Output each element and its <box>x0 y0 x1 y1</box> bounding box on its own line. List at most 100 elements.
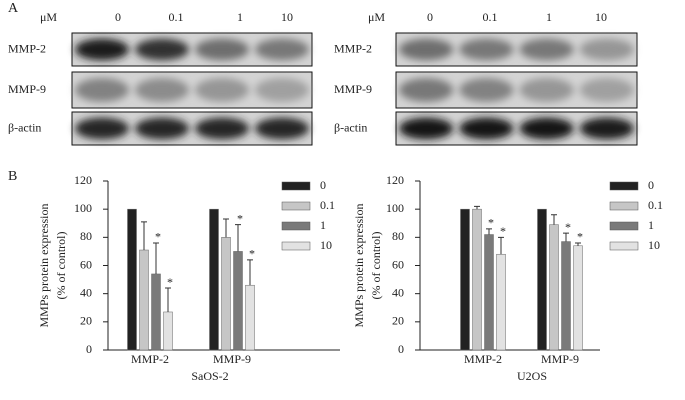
dose-label: 0.1 <box>169 10 184 24</box>
row-label: β-actin <box>334 120 367 134</box>
bar <box>209 208 219 351</box>
significance-mark: * <box>155 230 161 244</box>
significance-mark: * <box>249 247 255 261</box>
bar <box>139 249 149 351</box>
row-label: MMP-9 <box>8 82 46 96</box>
y-tick-label: 60 <box>392 257 404 271</box>
error-bar <box>563 232 569 242</box>
error-bar <box>165 287 171 312</box>
blot-band <box>579 117 634 140</box>
panel-label: A <box>8 1 19 16</box>
blot-bands <box>75 78 309 102</box>
blot-band <box>399 117 454 140</box>
y-tick-label: 80 <box>392 229 404 243</box>
blot-band <box>135 38 189 61</box>
error-bar <box>498 236 504 255</box>
y-tick-label: 80 <box>80 229 92 243</box>
significance-mark: * <box>500 224 506 238</box>
bar <box>163 311 173 351</box>
dose-label: 10 <box>595 10 607 24</box>
blot-band <box>195 78 249 102</box>
row-label: MMP-2 <box>334 41 372 55</box>
dose-label: 10 <box>281 10 293 24</box>
blot-band <box>459 117 514 140</box>
blot-band <box>519 38 574 61</box>
y-tick-label: 40 <box>80 285 92 299</box>
blot-band <box>255 117 309 140</box>
blot-bands <box>75 38 309 61</box>
legend-label: 10 <box>648 238 660 252</box>
bar <box>233 251 243 351</box>
bar <box>484 234 494 351</box>
legend-swatch <box>609 241 639 251</box>
blot-band <box>255 38 309 61</box>
unit-label: μM <box>368 10 385 24</box>
dose-label: 1 <box>546 10 552 24</box>
x-tick-label: MMP-9 <box>541 352 579 366</box>
blot-band <box>399 78 454 102</box>
bar <box>537 208 547 351</box>
x-axis-label: SaOS-2 <box>191 369 228 383</box>
blot-band <box>135 117 189 140</box>
blot-band <box>459 38 514 61</box>
blot-bands <box>399 117 634 140</box>
bar <box>561 241 571 351</box>
legend-label: 1 <box>320 218 326 232</box>
x-axis-label: U2OS <box>517 369 547 383</box>
blot-band <box>519 117 574 140</box>
blot-band <box>195 38 249 61</box>
error-bar <box>486 228 492 235</box>
error-bar <box>153 242 159 274</box>
x-tick-label: MMP-2 <box>464 352 502 366</box>
error-bar <box>551 214 557 225</box>
error-bar <box>141 221 147 251</box>
bar <box>245 284 255 351</box>
dose-label: 0.1 <box>483 10 498 24</box>
significance-mark: * <box>167 275 173 289</box>
blot-band <box>75 78 129 102</box>
y-tick-label: 120 <box>74 173 92 187</box>
legend-swatch <box>281 221 311 231</box>
significance-mark: * <box>577 230 583 244</box>
y-tick-label: 0 <box>86 342 92 356</box>
y-tick-label: 20 <box>80 314 92 328</box>
bar <box>496 253 506 351</box>
row-label: MMP-9 <box>334 82 372 96</box>
bar <box>549 224 559 351</box>
y-tick-label: 0 <box>398 342 404 356</box>
y-tick-label: 20 <box>392 314 404 328</box>
bar <box>127 208 137 351</box>
legend-swatch <box>609 221 639 231</box>
legend-swatch <box>609 181 639 191</box>
bar <box>151 273 161 351</box>
legend-label: 1 <box>648 218 654 232</box>
legend-label: 0.1 <box>648 198 663 212</box>
row-label: β-actin <box>8 120 41 134</box>
blot-band <box>579 38 634 61</box>
row-label: MMP-2 <box>8 41 46 55</box>
legend-swatch <box>281 241 311 251</box>
blot-band <box>579 78 634 102</box>
blot-band <box>195 117 249 140</box>
blot-bands <box>75 117 309 140</box>
significance-mark: * <box>565 220 571 234</box>
legend-swatch <box>281 181 311 191</box>
x-tick-label: MMP-9 <box>213 352 251 366</box>
blot-bands <box>399 78 634 102</box>
y-axis-label: MMPs protein expression <box>37 204 51 328</box>
bar <box>221 237 231 351</box>
significance-mark: * <box>237 211 243 225</box>
blot-band <box>135 78 189 102</box>
y-tick-label: 100 <box>386 201 404 215</box>
dose-label: 0 <box>427 10 433 24</box>
blot-band <box>519 78 574 102</box>
y-tick-label: 120 <box>386 173 404 187</box>
legend-label: 0 <box>648 178 654 192</box>
bar <box>573 245 583 351</box>
y-tick-label: 100 <box>74 201 92 215</box>
panel-label: B <box>8 169 17 184</box>
y-axis-label: (% of control) <box>369 232 383 300</box>
blot-band <box>459 78 514 102</box>
legend-label: 0 <box>320 178 326 192</box>
